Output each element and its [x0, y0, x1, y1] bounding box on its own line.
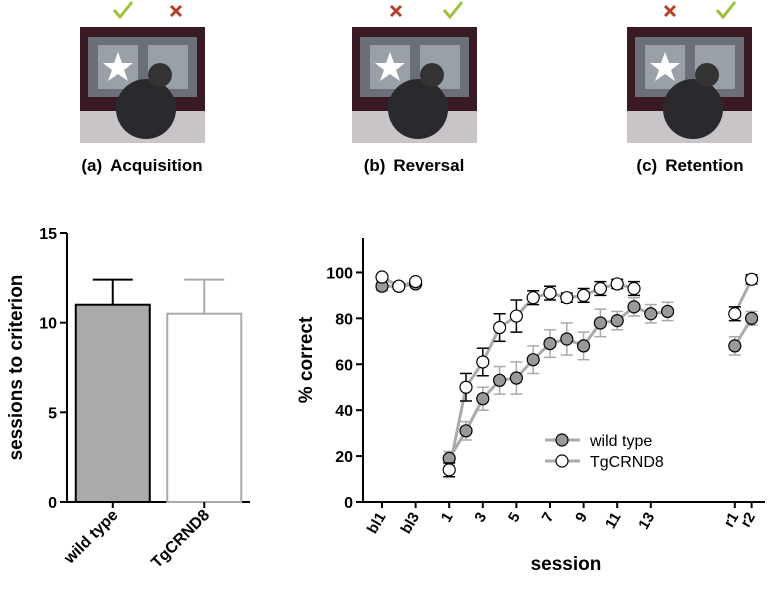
marker [560, 291, 574, 305]
marker [375, 270, 389, 284]
x-tick-label: 1 [438, 510, 457, 526]
marker [576, 339, 591, 353]
marker [610, 277, 624, 291]
marker [509, 371, 524, 385]
legend-marker [555, 454, 569, 468]
y-axis-label: % correct [296, 316, 317, 403]
marker [660, 304, 675, 319]
x-tick-label: 5 [505, 510, 524, 526]
marker [459, 380, 473, 394]
bar [74, 303, 151, 503]
x-tick-label: TgCRND8 [148, 507, 213, 572]
marker [493, 320, 507, 335]
marker [728, 307, 742, 321]
x-tick-label: wild type [60, 507, 121, 568]
legend-marker [555, 433, 569, 447]
y-tick-label: 10 [39, 316, 57, 333]
x-tick-label: 11 [602, 510, 625, 532]
marker [744, 311, 759, 325]
marker [593, 316, 608, 330]
x-tick-label: 9 [572, 510, 591, 526]
y-tick-label: 80 [335, 311, 353, 328]
series-line [382, 282, 753, 460]
y-tick-label: 5 [48, 405, 57, 422]
photo-b [352, 0, 477, 143]
marker [409, 275, 423, 289]
photo-c [627, 0, 752, 143]
marker [392, 279, 406, 293]
marker [526, 291, 540, 305]
marker [509, 309, 524, 323]
x-tick-label: 13 [635, 510, 658, 533]
marker [610, 314, 624, 328]
y-tick-label: 20 [335, 449, 353, 466]
x-tick-label: 3 [471, 510, 490, 526]
x-axis-label: session [531, 554, 602, 575]
x-tick-label: bl1 [364, 510, 390, 537]
bar [166, 312, 243, 504]
marker [728, 339, 742, 353]
marker [627, 281, 641, 296]
marker [543, 286, 557, 300]
marker [593, 281, 608, 296]
marker [576, 288, 591, 302]
marker [459, 424, 473, 438]
y-tick-label: 0 [48, 495, 57, 512]
y-axis-label: sessions to criterion [6, 275, 27, 461]
y-tick-label: 60 [335, 357, 353, 374]
marker [627, 300, 641, 314]
marker [442, 463, 456, 477]
marker [526, 353, 540, 367]
marker [543, 337, 557, 351]
y-tick-label: 100 [326, 265, 353, 282]
y-tick-label: 0 [344, 495, 353, 512]
x-tick-label: r2 [737, 510, 759, 531]
caption: (a) Acquisition [81, 156, 202, 175]
marker [493, 373, 507, 387]
caption: (c) Retention [636, 156, 743, 175]
marker [560, 332, 574, 346]
marker [744, 272, 759, 286]
y-tick-label: 15 [39, 226, 57, 243]
x-tick-label: bl3 [397, 510, 423, 537]
marker [644, 307, 658, 321]
caption: (b) Reversal [364, 156, 465, 175]
legend-label: wild type [589, 433, 652, 450]
photo-a [80, 0, 205, 143]
x-tick-label: 7 [539, 510, 558, 526]
legend-label: TgCRND8 [590, 454, 664, 471]
marker [476, 392, 490, 406]
y-tick-label: 40 [335, 403, 353, 420]
marker [476, 355, 490, 369]
